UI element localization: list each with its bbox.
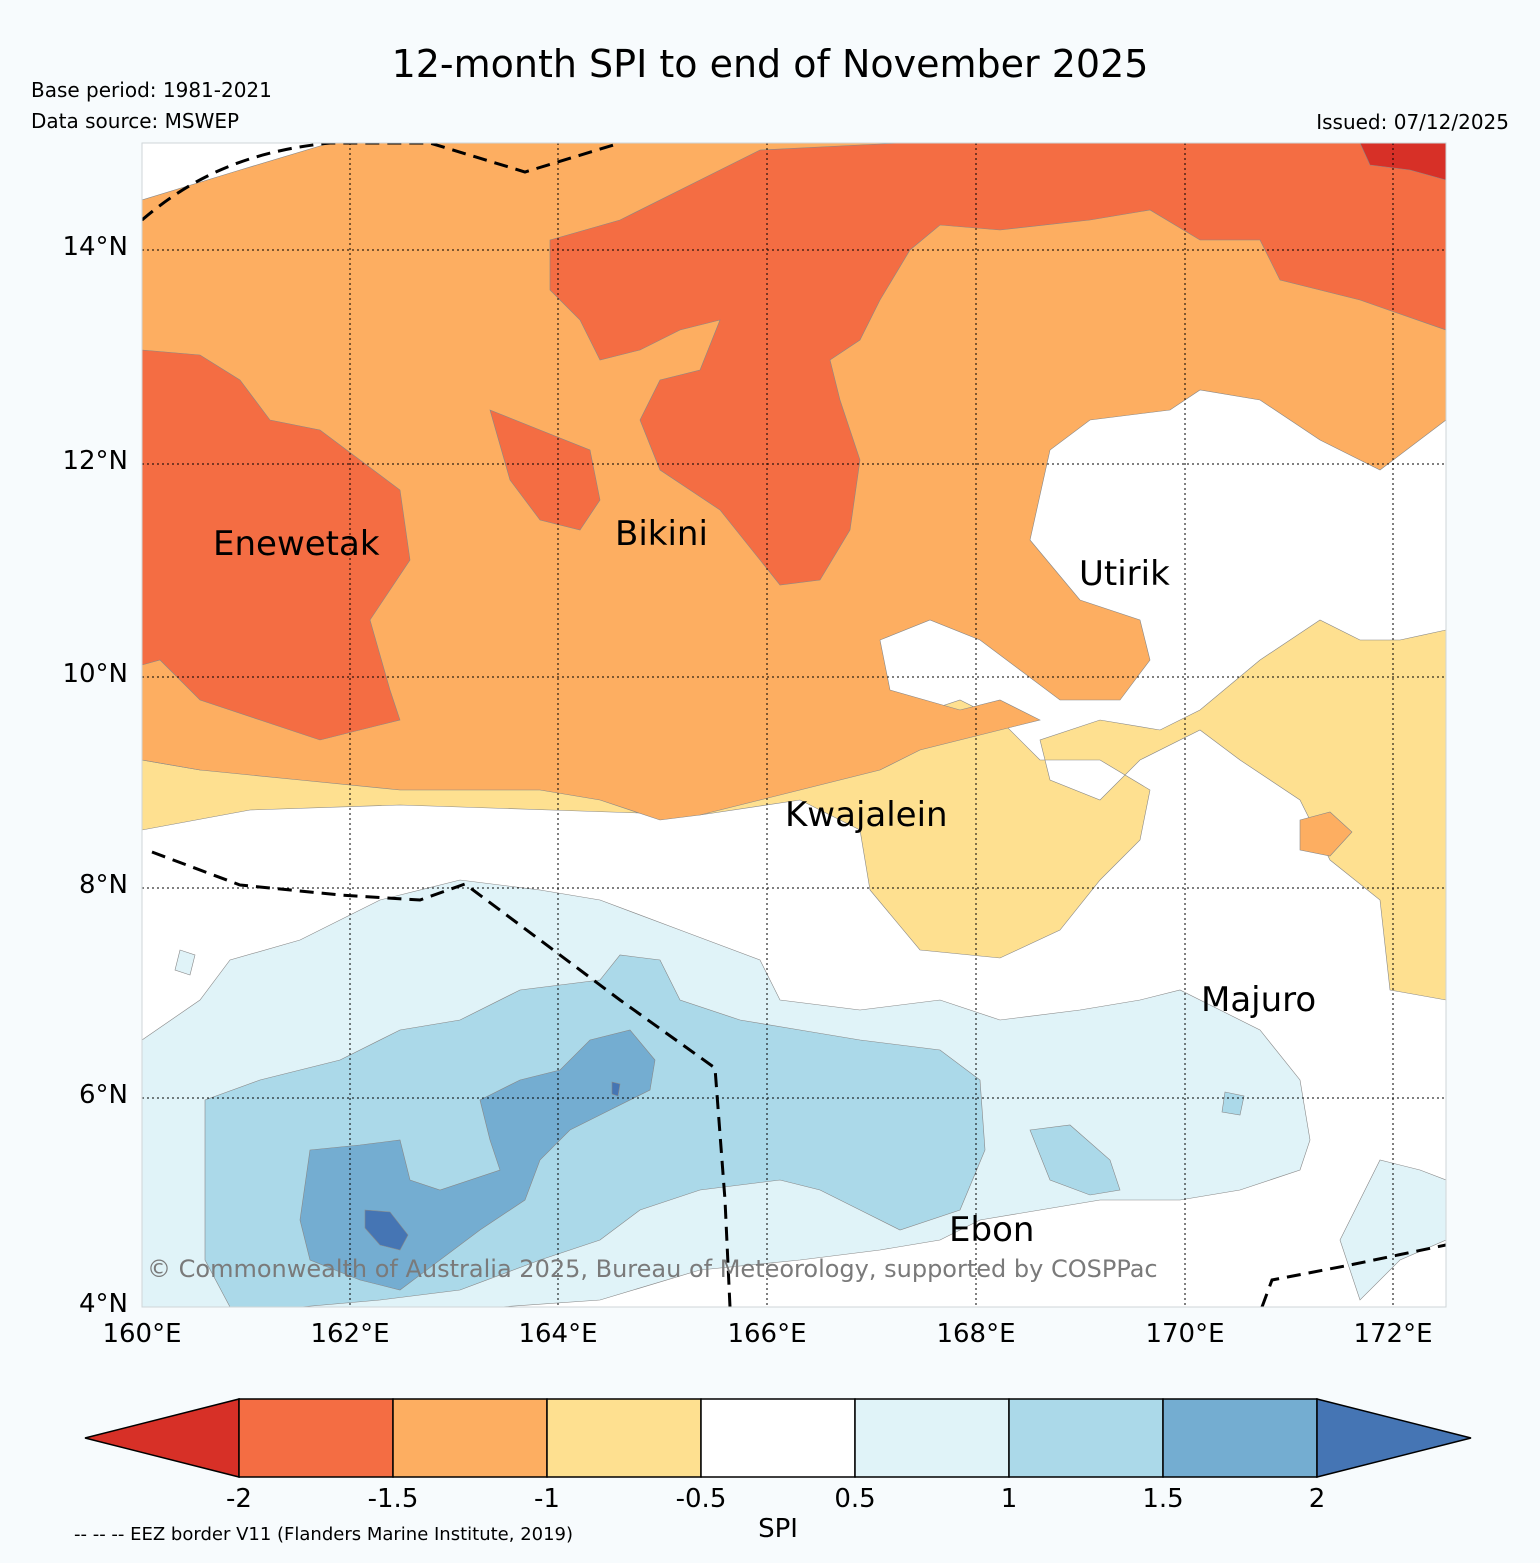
lon-label: 162°E bbox=[310, 1319, 390, 1349]
eez-border-south bbox=[1260, 1243, 1446, 1307]
lon-label: 172°E bbox=[1353, 1319, 1433, 1349]
colorbar-tick: 1.5 bbox=[1142, 1484, 1184, 1514]
lon-label: 170°E bbox=[1145, 1319, 1225, 1349]
colorbar-tick: -1 bbox=[534, 1484, 560, 1514]
spi-band-dark-blue bbox=[364, 1081, 621, 1251]
place-majuro: Majuro bbox=[1201, 980, 1317, 1020]
place-kwajalein: Kwajalein bbox=[785, 795, 948, 835]
place-utirik: Utirik bbox=[1079, 554, 1170, 594]
colorbar-segment bbox=[546, 1398, 702, 1478]
colorbar-tick: 2 bbox=[1308, 1484, 1326, 1514]
copyright-notice: © Commonwealth of Australia 2025, Bureau… bbox=[147, 1255, 1158, 1283]
lon-label: 164°E bbox=[518, 1319, 598, 1349]
lat-label: 14°N bbox=[62, 232, 128, 262]
lat-label: 6°N bbox=[79, 1080, 128, 1110]
data-source: Data source: MSWEP bbox=[31, 109, 240, 133]
colorbar-segment bbox=[700, 1398, 856, 1478]
colorbar-tick: 0.5 bbox=[834, 1484, 876, 1514]
colorbar-segment bbox=[392, 1398, 548, 1478]
colorbar-tick: -1.5 bbox=[367, 1484, 419, 1514]
eez-legend-note: -- -- -- EEZ border V11 (Flanders Marine… bbox=[74, 1524, 574, 1545]
lat-label: 12°N bbox=[62, 446, 128, 476]
place-enewetak: Enewetak bbox=[213, 524, 380, 564]
spi-band-dark-orange bbox=[142, 143, 1446, 741]
issued-date: Issued: 07/12/2025 bbox=[1316, 110, 1509, 134]
lat-label: 10°N bbox=[62, 659, 128, 689]
colorbar-segment bbox=[238, 1398, 394, 1478]
colorbar-tick: -2 bbox=[226, 1484, 252, 1514]
colorbar-segment bbox=[1162, 1398, 1318, 1478]
colorbar-tick: 1 bbox=[1000, 1484, 1018, 1514]
spi-band-red bbox=[1359, 143, 1446, 181]
colorbar-label: SPI bbox=[758, 1514, 798, 1544]
lon-label: 160°E bbox=[102, 1319, 182, 1349]
base-period: Base period: 1981-2021 bbox=[31, 78, 272, 102]
eez-border-west bbox=[151, 850, 732, 1307]
place-ebon: Ebon bbox=[949, 1210, 1035, 1250]
colorbar-extend-high bbox=[1316, 1398, 1472, 1478]
colorbar-tick: -0.5 bbox=[675, 1484, 727, 1514]
place-bikini: Bikini bbox=[615, 514, 708, 554]
lat-label: 4°N bbox=[79, 1289, 128, 1319]
colorbar-segment bbox=[854, 1398, 1010, 1478]
lon-label: 168°E bbox=[936, 1319, 1016, 1349]
map-title: 12-month SPI to end of November 2025 bbox=[391, 42, 1149, 86]
colorbar-segment bbox=[1008, 1398, 1164, 1478]
lat-label: 8°N bbox=[79, 870, 128, 900]
colorbar-extend-low bbox=[84, 1398, 240, 1478]
lon-label: 166°E bbox=[727, 1319, 807, 1349]
